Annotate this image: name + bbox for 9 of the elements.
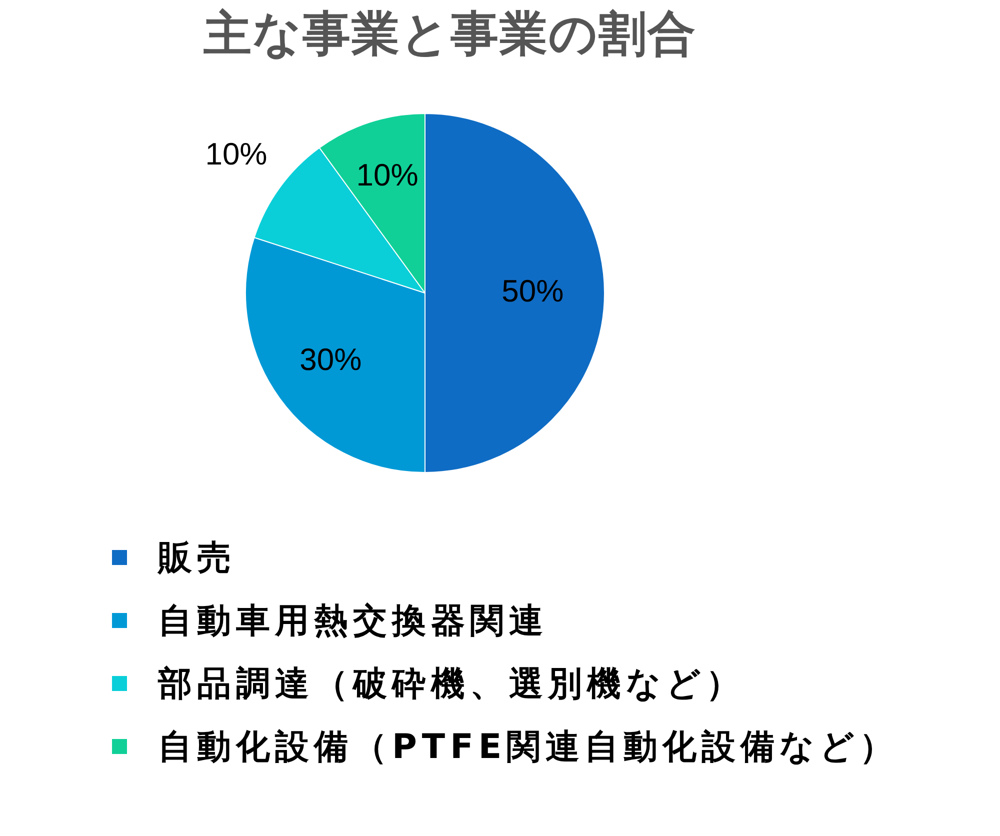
data-label: 50% (502, 274, 564, 309)
data-label: 10% (356, 157, 418, 192)
legend-label: 販売 (158, 536, 236, 580)
legend-label: 自動車用熱交換器関連 (158, 600, 548, 642)
legend-label: 部品調達（破砕機、選別機など） (158, 662, 745, 706)
data-label: 10% (205, 136, 268, 172)
data-label: 30% (300, 342, 362, 378)
chart-title: 主な事業と事業の割合 (202, 5, 698, 64)
legend-label: 自動化設備（PTFE関連自動化設備など） (158, 726, 899, 768)
